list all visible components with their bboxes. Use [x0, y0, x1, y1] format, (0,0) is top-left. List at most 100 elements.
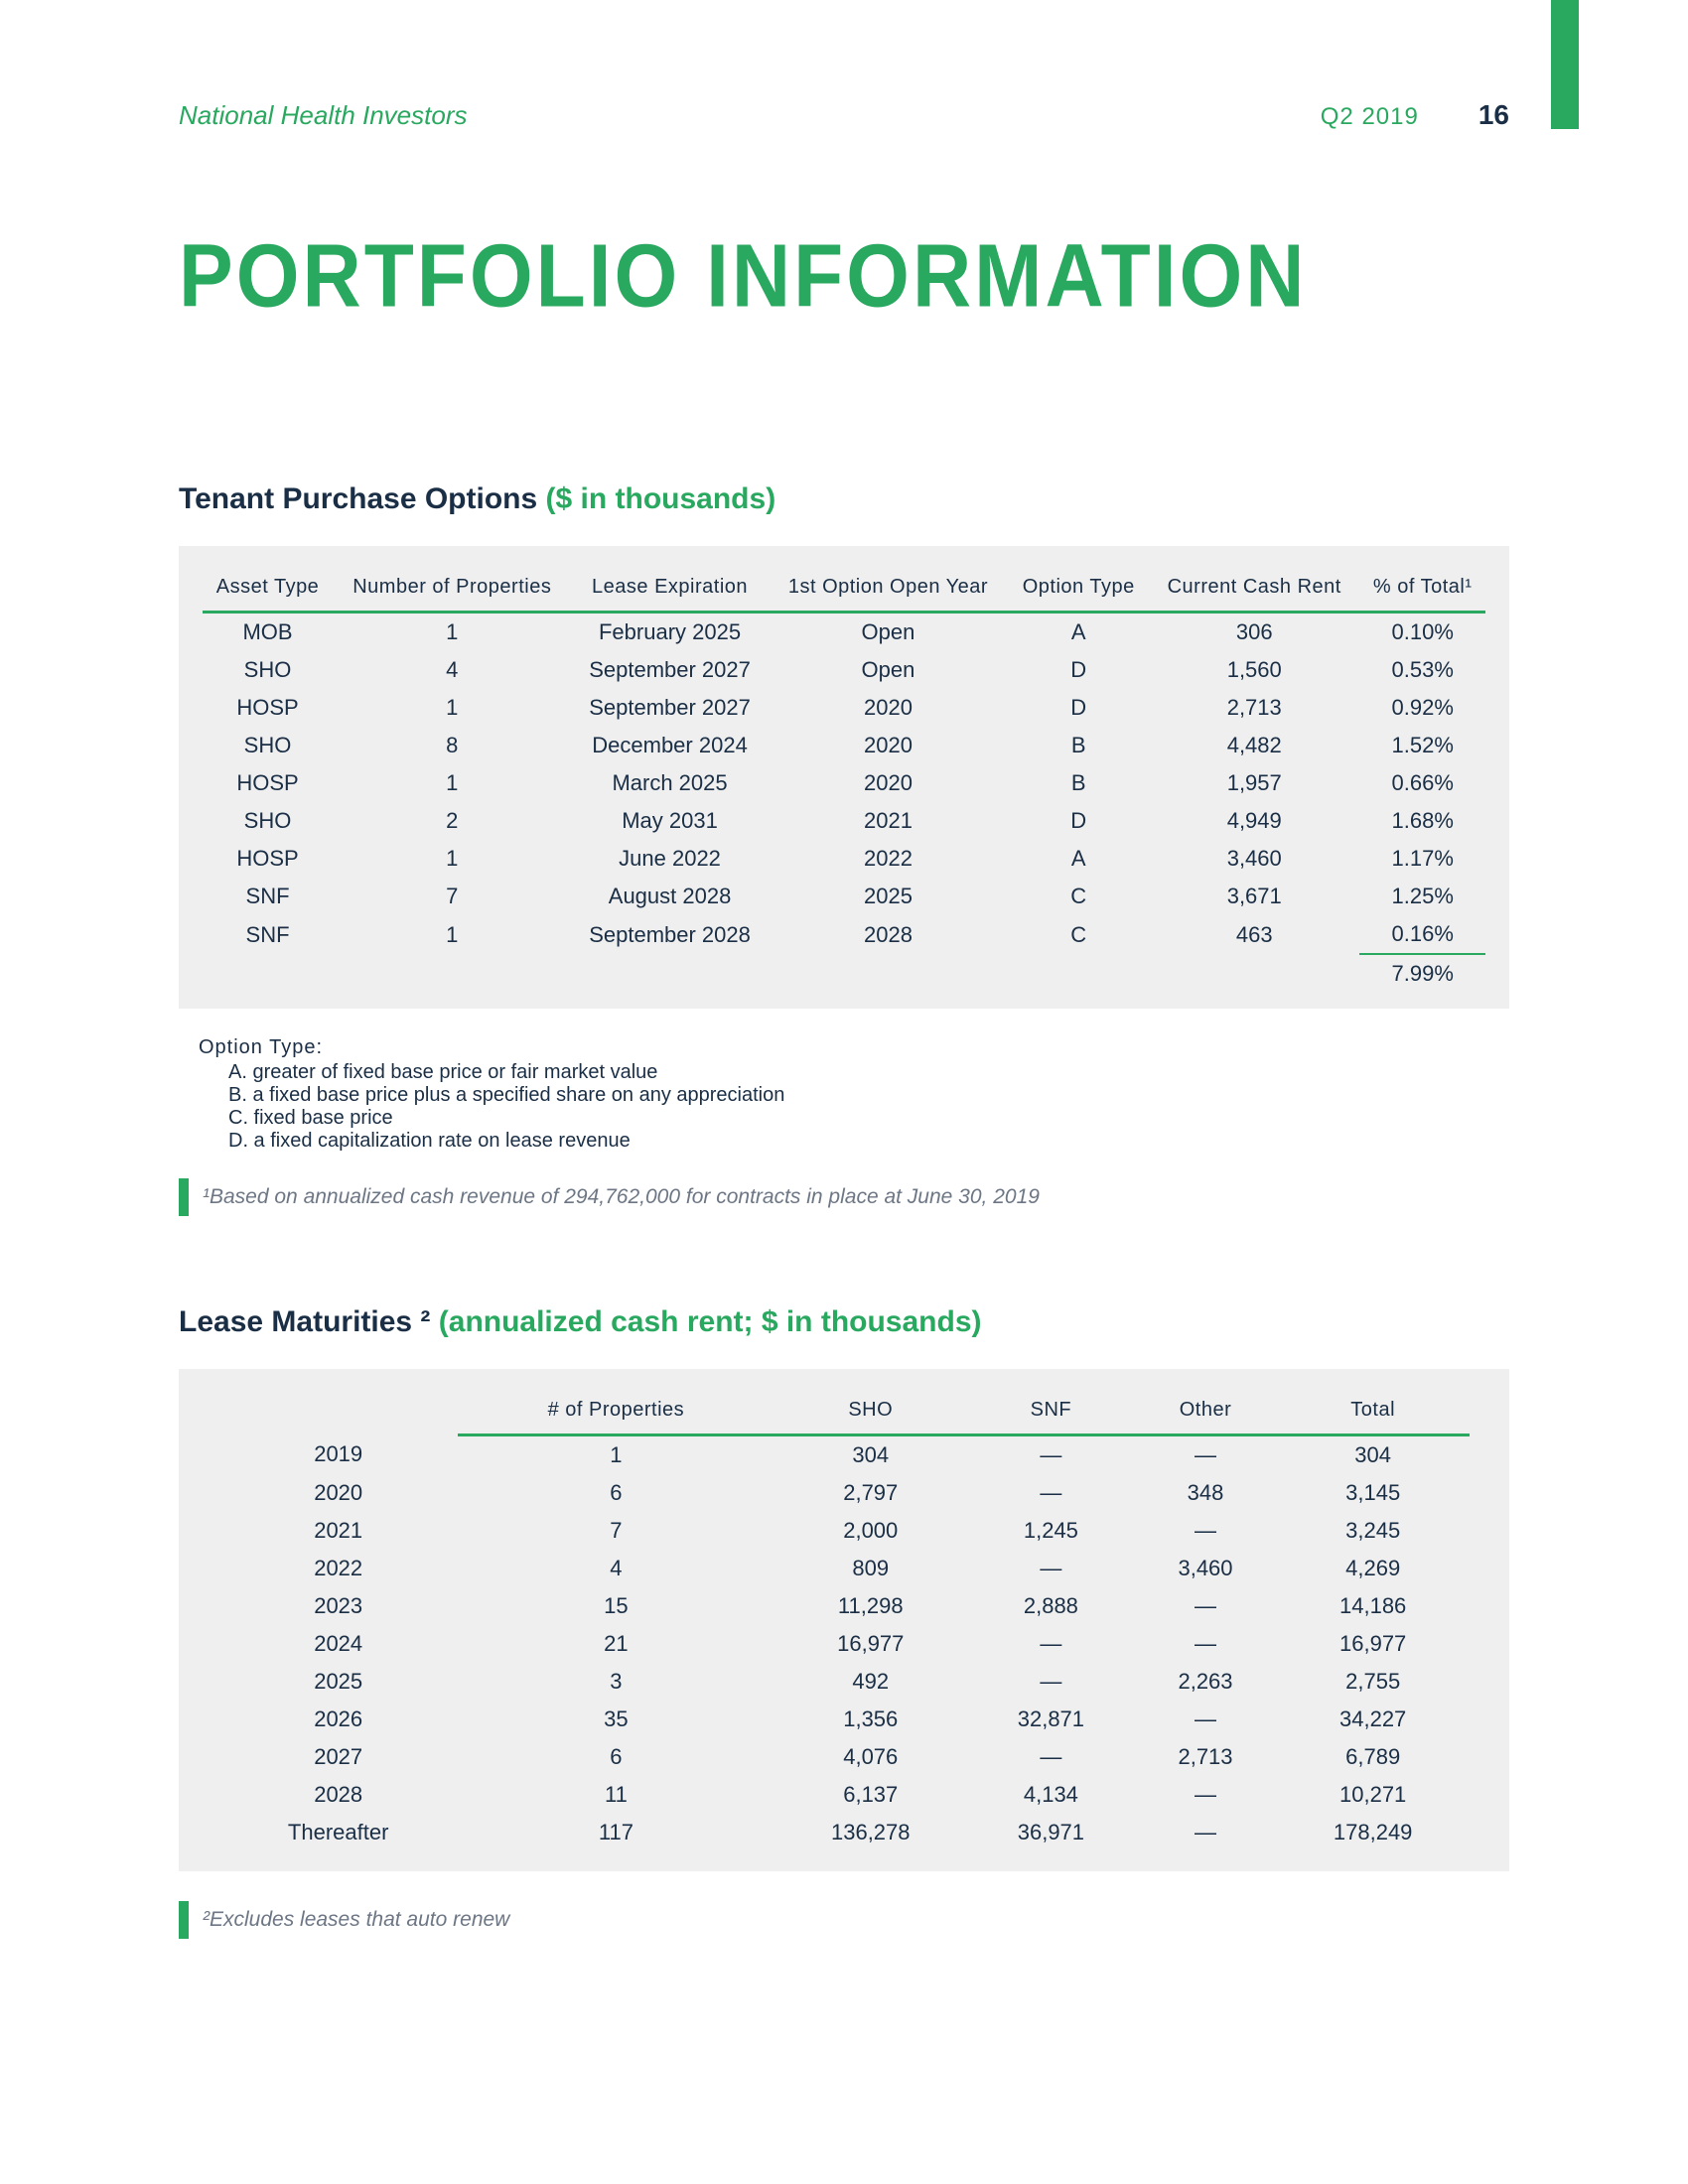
- table-cell: 1: [333, 613, 571, 652]
- table-cell: 1,245: [967, 1512, 1135, 1550]
- table-cell: 16,977: [1276, 1625, 1470, 1663]
- table-cell: 2020: [769, 727, 1009, 764]
- table-cell: A: [1008, 613, 1149, 652]
- option-type-title: Option Type:: [199, 1036, 1509, 1059]
- table-row: 20191304——304: [218, 1435, 1470, 1475]
- table-cell: September 2027: [572, 651, 769, 689]
- lease-maturities-table-wrap: # of PropertiesSHOSNFOtherTotal 20191304…: [179, 1369, 1509, 1871]
- table-cell: SHO: [203, 727, 333, 764]
- table-cell: 32,871: [967, 1701, 1135, 1738]
- table-cell: 348: [1135, 1474, 1277, 1512]
- table-cell: Thereafter: [218, 1814, 458, 1851]
- table-cell: 1,560: [1149, 651, 1359, 689]
- table-cell: 1.25%: [1359, 878, 1485, 915]
- table-cell: SNF: [203, 878, 333, 915]
- table-cell: 2,797: [774, 1474, 967, 1512]
- table-cell: 36,971: [967, 1814, 1135, 1851]
- table-row: 2026351,35632,871—34,227: [218, 1701, 1470, 1738]
- table-header: Lease Expiration: [572, 566, 769, 613]
- section1-heading: Tenant Purchase Options: [179, 482, 537, 515]
- table-cell: 2,713: [1149, 689, 1359, 727]
- table-cell: 2028: [769, 915, 1009, 954]
- table-cell: 2024: [218, 1625, 458, 1663]
- table-cell: —: [1135, 1701, 1277, 1738]
- table-cell: 304: [1276, 1435, 1470, 1475]
- table-cell: 4: [458, 1550, 774, 1587]
- table-cell: 2019: [218, 1435, 458, 1475]
- table-row: 20231511,2982,888—14,186: [218, 1587, 1470, 1625]
- table-cell: 3,671: [1149, 878, 1359, 915]
- option-type-d: D. a fixed capitalization rate on lease …: [199, 1130, 1509, 1153]
- table-cell: 0.16%: [1359, 915, 1485, 954]
- option-type-legend: Option Type: A. greater of fixed base pr…: [179, 1036, 1509, 1153]
- table-cell: 2022: [218, 1550, 458, 1587]
- table-cell: 3: [458, 1663, 774, 1701]
- table-cell: 1,957: [1149, 764, 1359, 802]
- table-cell: 4,076: [774, 1738, 967, 1776]
- table-cell: —: [967, 1435, 1135, 1475]
- table-cell: SHO: [203, 802, 333, 840]
- table-row: 20224809—3,4604,269: [218, 1550, 1470, 1587]
- option-type-c: C. fixed base price: [199, 1107, 1509, 1130]
- table-row: SHO2May 20312021D4,9491.68%: [203, 802, 1485, 840]
- table-cell: 1.17%: [1359, 840, 1485, 878]
- table-row: MOB1February 2025OpenA3060.10%: [203, 613, 1485, 652]
- table-cell: 11,298: [774, 1587, 967, 1625]
- section2-title: Lease Maturities ² (annualized cash rent…: [179, 1305, 1509, 1339]
- table-cell: 7: [458, 1512, 774, 1550]
- table-cell: August 2028: [572, 878, 769, 915]
- table-cell: May 2031: [572, 802, 769, 840]
- table-cell: 7: [333, 878, 571, 915]
- table-cell: A: [1008, 840, 1149, 878]
- table-cell: February 2025: [572, 613, 769, 652]
- table-cell: 1: [333, 915, 571, 954]
- table-row: 2028116,1374,134—10,271: [218, 1776, 1470, 1814]
- table-cell: —: [967, 1550, 1135, 1587]
- section2-footnote-text: ²Excludes leases that auto renew: [203, 1908, 509, 1932]
- table-cell: 1: [333, 840, 571, 878]
- page-content: National Health Investors Q2 2019 16 POR…: [0, 0, 1688, 2038]
- table-cell: 492: [774, 1663, 967, 1701]
- table-header: Current Cash Rent: [1149, 566, 1359, 613]
- table-cell: 136,278: [774, 1814, 967, 1851]
- table-cell: 306: [1149, 613, 1359, 652]
- section2-subheading: (annualized cash rent; $ in thousands): [439, 1305, 982, 1338]
- table-header: Asset Type: [203, 566, 333, 613]
- section1-footnote: ¹Based on annualized cash revenue of 294…: [179, 1178, 1509, 1216]
- table-row: 20242116,977——16,977: [218, 1625, 1470, 1663]
- option-type-b: B. a fixed base price plus a specified s…: [199, 1084, 1509, 1107]
- table-cell: 11: [458, 1776, 774, 1814]
- table-cell: 6: [458, 1738, 774, 1776]
- table-cell: 4,482: [1149, 727, 1359, 764]
- table-cell: —: [1135, 1435, 1277, 1475]
- table-row: Thereafter117136,27836,971—178,249: [218, 1814, 1470, 1851]
- section2-footnote: ²Excludes leases that auto renew: [179, 1901, 1509, 1939]
- table-cell: —: [1135, 1625, 1277, 1663]
- table-cell: 2020: [218, 1474, 458, 1512]
- table-cell: [1149, 954, 1359, 993]
- quarter-label: Q2 2019: [1321, 103, 1419, 131]
- table-cell: 2020: [769, 764, 1009, 802]
- table-cell: [333, 954, 571, 993]
- table-cell: D: [1008, 689, 1149, 727]
- page-number: 16: [1478, 99, 1509, 131]
- table-cell: September 2027: [572, 689, 769, 727]
- table-cell: B: [1008, 764, 1149, 802]
- table-row: HOSP1June 20222022A3,4601.17%: [203, 840, 1485, 878]
- table-cell: 2021: [218, 1512, 458, 1550]
- table-cell: 2,888: [967, 1587, 1135, 1625]
- table-cell: 16,977: [774, 1625, 967, 1663]
- table-cell: 463: [1149, 915, 1359, 954]
- table-header: # of Properties: [458, 1389, 774, 1435]
- table-cell: 2025: [218, 1663, 458, 1701]
- table-cell: B: [1008, 727, 1149, 764]
- table-cell: 1,356: [774, 1701, 967, 1738]
- section1-title: Tenant Purchase Options ($ in thousands): [179, 482, 1509, 516]
- header-right: Q2 2019 16: [1321, 99, 1509, 131]
- table-cell: 8: [333, 727, 571, 764]
- lease-maturities-table: # of PropertiesSHOSNFOtherTotal 20191304…: [218, 1389, 1470, 1851]
- table-cell: —: [1135, 1814, 1277, 1851]
- table-cell: 6,137: [774, 1776, 967, 1814]
- table-cell: 2025: [769, 878, 1009, 915]
- table-cell: [572, 954, 769, 993]
